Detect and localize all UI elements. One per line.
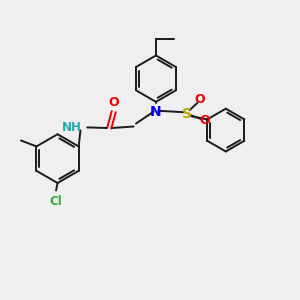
Text: Cl: Cl xyxy=(50,196,62,208)
Text: N: N xyxy=(150,105,162,119)
Text: O: O xyxy=(108,96,119,109)
Text: O: O xyxy=(200,114,210,127)
Text: S: S xyxy=(182,107,192,121)
Text: O: O xyxy=(194,93,205,106)
Text: NH: NH xyxy=(62,121,82,134)
